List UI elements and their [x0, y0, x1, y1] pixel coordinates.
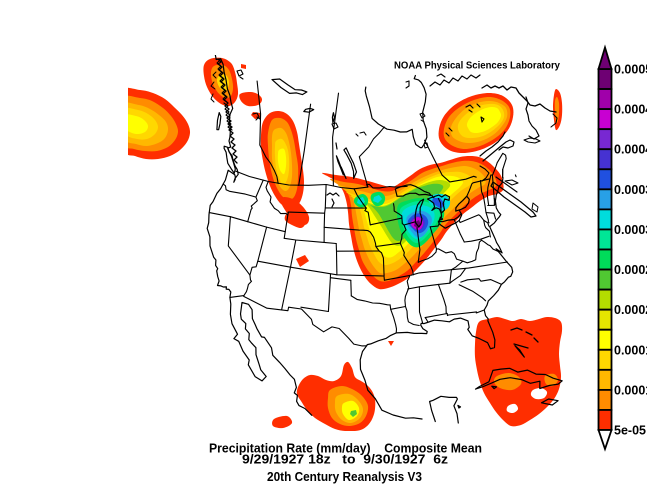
svg-text:Precipitation Rate (mm/day): Precipitation Rate (mm/day) Composite Me… [209, 441, 482, 456]
svg-text:0.0001: 0.0001 [614, 383, 647, 397]
svg-text:0.00025: 0.00025 [614, 263, 647, 277]
svg-text:0.00035: 0.00035 [614, 183, 647, 197]
svg-text:NOAA Physical Sciences Laborat: NOAA Physical Sciences Laboratory [394, 60, 560, 72]
svg-text:0.00045: 0.00045 [614, 103, 647, 117]
svg-text:0.0003: 0.0003 [614, 223, 647, 237]
svg-text:9/29/1927 18z to 9/30/1927: 9/29/1927 18z to 9/30/1927 6z [242, 452, 448, 467]
svg-text:0.0002: 0.0002 [614, 303, 647, 317]
svg-text:0.00015: 0.00015 [614, 343, 647, 357]
svg-text:5e-05: 5e-05 [614, 424, 646, 438]
svg-text:20th Century Reanalysis V3: 20th Century Reanalysis V3 [267, 469, 422, 484]
svg-text:0.0004: 0.0004 [614, 143, 647, 157]
